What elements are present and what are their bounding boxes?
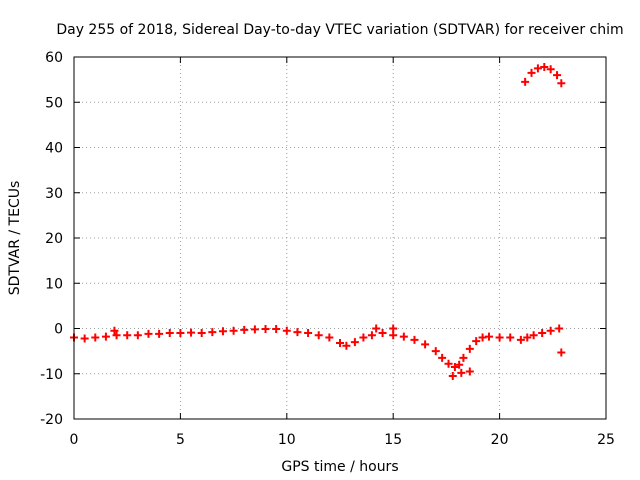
data-point: [240, 325, 249, 334]
data-point: [123, 331, 132, 340]
data-point: [133, 331, 142, 340]
data-point: [527, 68, 536, 77]
x-tick-label: 0: [70, 432, 79, 448]
chart-title: Day 255 of 2018, Sidereal Day-to-day VTE…: [56, 22, 623, 38]
y-tick-label: 40: [45, 141, 63, 157]
data-point: [557, 348, 566, 357]
data-point: [272, 324, 281, 333]
data-point: [144, 329, 153, 338]
data-point: [197, 329, 206, 338]
y-tick-label: 10: [45, 276, 63, 292]
data-point: [457, 368, 466, 377]
data-point: [389, 324, 398, 333]
data-point: [389, 331, 398, 340]
data-point: [250, 325, 259, 334]
y-tick-label: 30: [45, 186, 63, 202]
data-point: [516, 335, 525, 344]
data-point: [112, 331, 121, 340]
data-point: [110, 326, 119, 335]
data-point: [410, 335, 419, 344]
data-point: [495, 333, 504, 342]
data-point: [431, 347, 440, 356]
data-point: [350, 338, 359, 347]
x-axis-label: GPS time / hours: [281, 459, 398, 475]
data-point: [523, 333, 532, 342]
data-point: [342, 341, 351, 350]
data-point: [91, 333, 100, 342]
data-point: [557, 79, 566, 88]
data-point: [378, 329, 387, 338]
y-tick-label: 20: [45, 231, 63, 247]
x-tick-label: 20: [491, 432, 509, 448]
data-point: [261, 324, 270, 333]
data-point: [314, 331, 323, 340]
data-point: [533, 64, 542, 73]
data-point: [359, 333, 368, 342]
x-tick-label: 15: [384, 432, 402, 448]
axis-ticks: [73, 56, 607, 420]
data-point: [540, 62, 549, 71]
data-point: [459, 353, 468, 362]
data-point: [336, 338, 344, 347]
data-point: [553, 71, 562, 80]
data-point: [218, 327, 227, 336]
data-point: [367, 331, 376, 340]
data-point: [325, 333, 334, 342]
data-point: [546, 326, 555, 335]
data-point: [450, 362, 459, 371]
data-points: [70, 62, 566, 381]
data-point: [304, 329, 313, 338]
data-point: [438, 353, 447, 362]
y-tick-label: 60: [45, 50, 63, 66]
data-point: [187, 328, 196, 337]
data-point: [506, 333, 515, 342]
y-axis-label: SDTVAR / TECUs: [7, 181, 23, 296]
data-point: [546, 65, 555, 74]
data-point: [293, 328, 302, 337]
data-point: [484, 332, 493, 341]
x-tick-label: 25: [597, 432, 615, 448]
data-point: [555, 324, 564, 333]
data-point: [399, 332, 408, 341]
grid-lines: [74, 57, 606, 419]
data-point: [529, 331, 538, 340]
y-tick-label: -10: [40, 367, 63, 383]
data-point: [538, 329, 547, 338]
data-point: [208, 328, 217, 337]
x-tick-label: 5: [176, 432, 185, 448]
y-tick-label: 50: [45, 95, 63, 111]
data-point: [444, 359, 453, 368]
x-tick-label: 10: [278, 432, 296, 448]
data-point: [101, 332, 110, 341]
data-point: [472, 337, 481, 346]
data-point: [155, 329, 164, 338]
data-point: [465, 344, 474, 353]
data-point: [80, 334, 89, 343]
data-point: [455, 360, 464, 369]
series-sdtvar: [70, 62, 566, 381]
tick-labels: 0 5 10 15 20 25 -20 -10 0 10 20 30 40 50 60: [40, 50, 615, 448]
data-point: [372, 324, 381, 333]
data-point: [165, 329, 174, 338]
data-point: [229, 326, 238, 335]
data-point: [448, 372, 457, 381]
data-point: [421, 340, 430, 349]
data-point: [176, 329, 185, 338]
data-point: [282, 326, 291, 335]
data-point: [465, 367, 474, 376]
y-tick-label: 0: [54, 322, 63, 338]
data-point: [521, 77, 530, 86]
y-tick-label: -20: [40, 412, 63, 428]
